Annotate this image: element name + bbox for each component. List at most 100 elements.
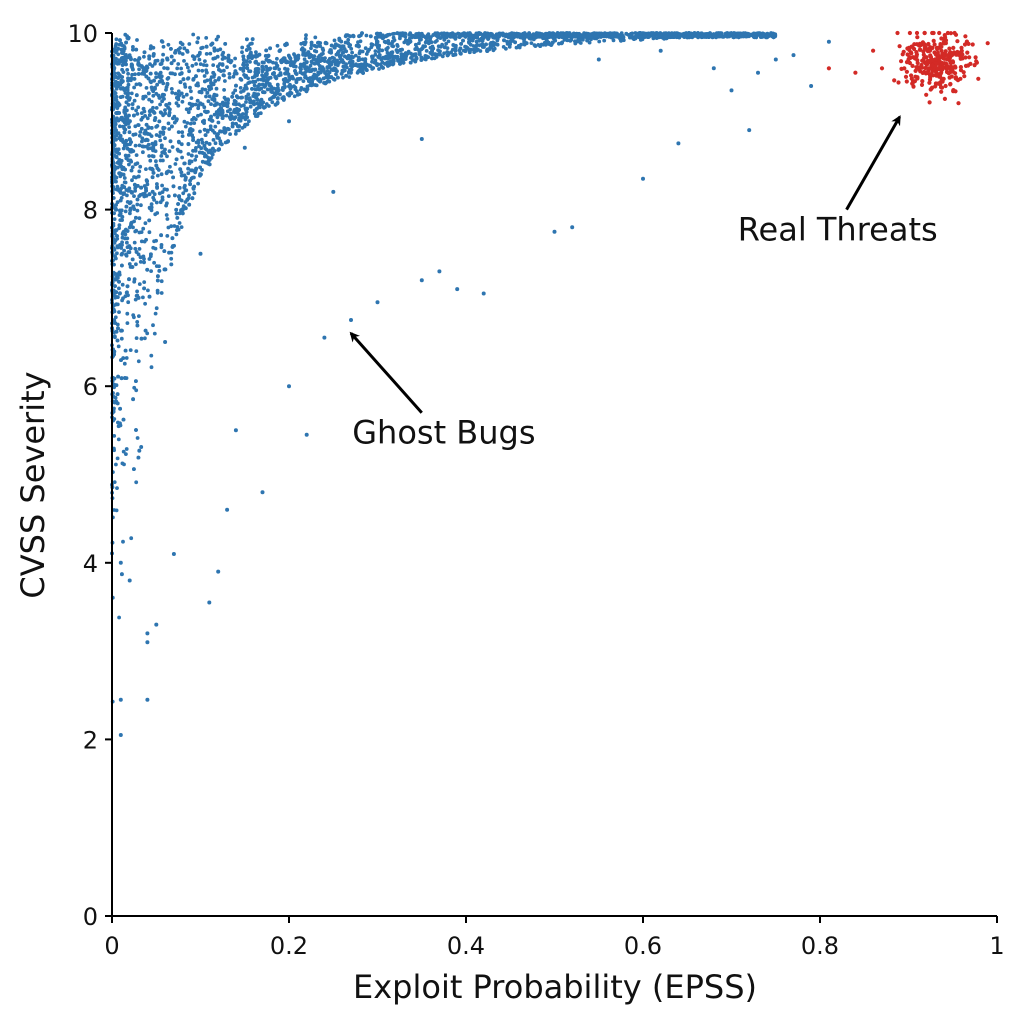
- blue-point: [150, 167, 155, 172]
- blue-point: [568, 38, 573, 43]
- blue-point: [244, 110, 249, 114]
- blue-point: [113, 60, 118, 65]
- blue-point: [115, 392, 120, 396]
- blue-point: [131, 47, 135, 52]
- blue-point: [296, 92, 300, 97]
- blue-point: [147, 97, 152, 102]
- blue-point: [729, 31, 734, 36]
- blue-point: [133, 189, 138, 193]
- blue-point: [120, 572, 124, 577]
- blue-point: [216, 108, 221, 113]
- blue-point: [211, 71, 216, 75]
- blue-point: [225, 126, 230, 131]
- blue-point: [380, 48, 385, 53]
- blue-point: [245, 37, 249, 42]
- red-point: [962, 74, 967, 79]
- blue-point: [129, 62, 134, 67]
- blue-point: [202, 144, 207, 148]
- blue-point: [611, 32, 615, 37]
- blue-point: [155, 182, 159, 186]
- blue-point: [147, 54, 152, 59]
- blue-point: [214, 86, 219, 91]
- blue-point: [204, 44, 209, 49]
- blue-point: [125, 193, 129, 198]
- blue-point: [284, 71, 289, 76]
- blue-point: [174, 101, 179, 106]
- blue-point: [185, 48, 190, 53]
- blue-point: [488, 42, 493, 46]
- blue-point: [112, 385, 116, 390]
- blue-point: [223, 79, 227, 83]
- blue-point: [243, 83, 248, 88]
- blue-point: [329, 43, 334, 48]
- blue-point: [631, 36, 635, 41]
- blue-point: [253, 108, 258, 113]
- red-point: [895, 30, 900, 36]
- red-point: [950, 69, 955, 74]
- blue-point: [147, 218, 152, 223]
- blue-point: [264, 64, 268, 69]
- blue-point: [145, 182, 150, 187]
- blue-point: [244, 100, 248, 104]
- blue-point: [544, 34, 549, 39]
- blue-point: [495, 42, 500, 47]
- blue-point: [564, 31, 569, 35]
- blue-point: [256, 77, 261, 82]
- blue-point: [295, 89, 299, 94]
- blue-point: [312, 49, 317, 53]
- blue-point: [273, 102, 278, 107]
- blue-point: [151, 105, 155, 110]
- blue-point: [113, 238, 118, 243]
- blue-point: [125, 240, 129, 245]
- blue-point: [254, 87, 259, 92]
- blue-point: [130, 72, 135, 77]
- blue-point: [191, 138, 196, 143]
- x-tick-label: 1: [989, 932, 1004, 960]
- blue-point: [193, 158, 198, 162]
- blue-point: [279, 60, 284, 65]
- blue-point: [159, 245, 164, 250]
- blue-point: [459, 42, 463, 46]
- blue-point: [115, 200, 120, 205]
- blue-point: [288, 86, 293, 91]
- blue-point: [208, 127, 213, 131]
- blue-point: [132, 98, 137, 103]
- blue-point: [180, 211, 185, 216]
- blue-point: [228, 132, 233, 137]
- blue-point: [226, 139, 231, 144]
- blue-point: [436, 31, 440, 36]
- blue-point: [139, 445, 144, 449]
- blue-point: [192, 191, 197, 196]
- blue-point: [255, 114, 260, 118]
- red-point: [871, 48, 876, 53]
- blue-point: [353, 53, 358, 58]
- red-point: [952, 30, 957, 36]
- blue-point: [255, 71, 259, 76]
- blue-point: [143, 221, 148, 226]
- red-point: [944, 61, 949, 66]
- blue-point: [237, 116, 242, 120]
- red-point: [959, 53, 964, 58]
- blue-point: [231, 121, 235, 126]
- blue-point: [115, 295, 120, 299]
- blue-point: [124, 204, 129, 209]
- blue-point: [159, 279, 164, 284]
- blue-point: [183, 206, 188, 211]
- blue-point: [142, 260, 146, 265]
- blue-point: [529, 41, 534, 45]
- blue-point: [404, 38, 408, 43]
- blue-point: [157, 269, 162, 273]
- blue-point: [159, 233, 164, 238]
- blue-point: [183, 175, 188, 180]
- red-point: [910, 63, 915, 68]
- blue-point: [166, 121, 171, 126]
- blue-point: [145, 640, 150, 645]
- blue-point: [327, 70, 332, 75]
- blue-point: [216, 148, 221, 152]
- blue-point: [151, 195, 156, 200]
- red-point: [917, 47, 923, 52]
- blue-point: [488, 33, 493, 38]
- blue-point: [264, 78, 269, 83]
- blue-point: [395, 31, 400, 36]
